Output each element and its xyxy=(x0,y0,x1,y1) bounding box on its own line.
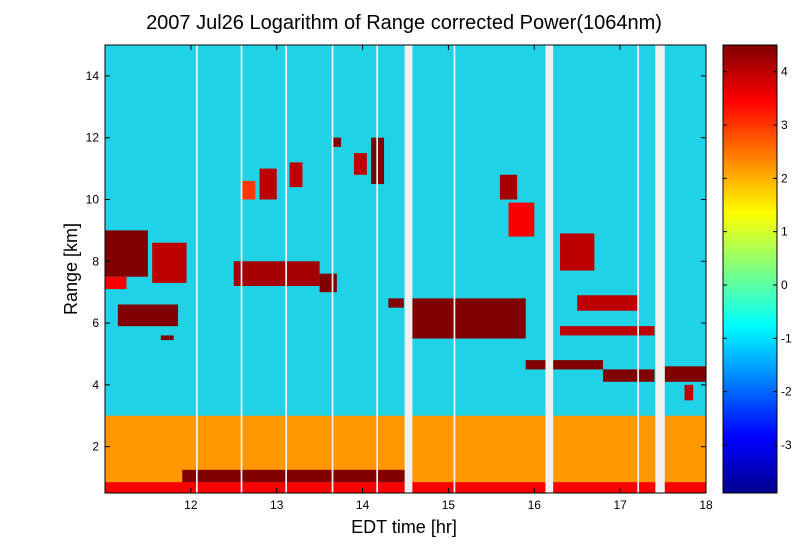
y-tick-label: 2 xyxy=(92,440,99,454)
data-gaps xyxy=(196,45,665,493)
x-tick-label: 15 xyxy=(442,498,456,512)
colorbar-tick-label: -2 xyxy=(781,385,792,399)
x-axis-label: EDT time [hr] xyxy=(351,517,457,537)
data-gap-8 xyxy=(637,45,640,493)
heatmap-cell-cloud-5 xyxy=(105,276,127,290)
data-gap-4 xyxy=(376,45,379,493)
heatmap-cell-cloud-15 xyxy=(332,137,342,147)
colorbar-frame xyxy=(722,44,778,494)
heatmap-cell-cloud-3 xyxy=(105,230,148,277)
heatmap-cell-cloud-8 xyxy=(233,261,320,286)
x-tick-label: 17 xyxy=(613,498,627,512)
plot-area xyxy=(104,44,707,494)
data-gap-2 xyxy=(285,45,288,493)
heatmap-cell-cloud-25 xyxy=(664,366,706,382)
colorbar-tick-label: 1 xyxy=(781,225,788,239)
heatmap-cell-cloud-14 xyxy=(353,153,367,175)
y-tick-label: 12 xyxy=(86,131,100,145)
plot-frame xyxy=(104,44,707,494)
data-gap-5 xyxy=(404,45,413,493)
heatmap-cell-cloud-18 xyxy=(499,174,518,200)
heatmap-cell-cloud-26 xyxy=(684,384,694,401)
colorbar-tick-label: 0 xyxy=(781,278,788,292)
heatmap-cell-cloud-10 xyxy=(259,168,277,200)
x-tick-label: 13 xyxy=(270,498,284,512)
heatmap-cell-cloud-24 xyxy=(602,369,655,382)
y-tick-label: 14 xyxy=(86,69,100,83)
chart-title: 2007 Jul26 Logarithm of Range corrected … xyxy=(146,12,662,34)
data-gap-7 xyxy=(545,45,554,493)
y-tick-label: 8 xyxy=(92,254,99,268)
heatmap-cell-cloud-22 xyxy=(560,326,655,336)
heatmap-cell-cloud-12 xyxy=(242,180,256,200)
data-gap-9 xyxy=(655,45,665,493)
heatmap-cell-cloud-19 xyxy=(508,202,535,237)
heatmap-cell-cloud-6 xyxy=(117,304,178,327)
x-tick-label: 12 xyxy=(184,498,198,512)
colorbar-tick-label: 4 xyxy=(781,65,788,79)
heatmap-cell-cloud-20 xyxy=(560,233,595,271)
colorbar-tick-label: 2 xyxy=(781,171,788,185)
y-tick-label: 4 xyxy=(92,378,99,392)
y-axis-label: Range [km] xyxy=(61,223,81,315)
heatmap-cell-cloud-17 xyxy=(412,298,526,339)
y-tick-label: 6 xyxy=(92,316,99,330)
x-tick-label: 16 xyxy=(528,498,542,512)
data-gap-6 xyxy=(453,45,456,493)
x-tick-label: 14 xyxy=(356,498,370,512)
data-gap-1 xyxy=(240,45,243,493)
heatmap-cell-cloud-7 xyxy=(160,335,174,341)
colorbar-gradient xyxy=(723,45,777,493)
colorbar: -3 -2 -1 0 1 2 3 4 xyxy=(722,44,792,494)
heatmap-cell-aerosol-top-2 xyxy=(182,469,406,483)
colorbar-tick-label: -3 xyxy=(781,438,792,452)
colorbar-tick-label: -1 xyxy=(781,331,792,345)
heatmap-cell-cloud-23 xyxy=(525,360,603,370)
y-tick-label: 10 xyxy=(86,192,100,206)
data-gap-3 xyxy=(331,45,334,493)
colorbar-tick-label: 3 xyxy=(781,118,788,132)
x-tick-label: 18 xyxy=(699,498,713,512)
heatmap-cell-cloud-9 xyxy=(319,273,337,293)
heatmap-cell-cloud-16 xyxy=(388,298,404,308)
x-axis: 12 13 14 15 16 17 18 xyxy=(184,45,713,512)
y-axis: 2 4 6 8 10 12 14 xyxy=(86,69,706,454)
heatmap-cell-cloud-4 xyxy=(152,242,187,283)
heatmap-cell-cloud-21 xyxy=(577,295,638,311)
data-gap-0 xyxy=(196,45,198,493)
heatmap-cell-cloud-11 xyxy=(289,162,303,188)
colorbar-ticks: -3 -2 -1 0 1 2 3 4 xyxy=(723,65,792,452)
